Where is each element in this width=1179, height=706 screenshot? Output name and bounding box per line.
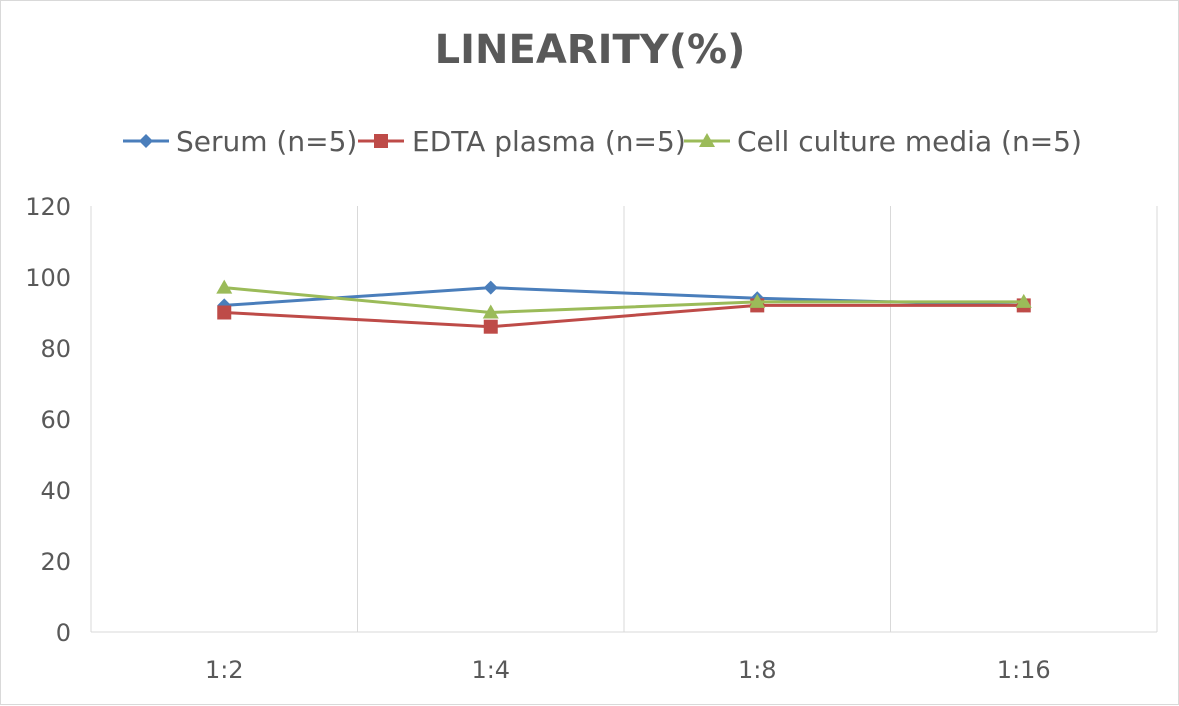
y-tick-label: 0 [56,619,71,647]
legend-marker-cell-culture-media [699,133,715,147]
y-tick-label: 120 [25,193,71,221]
data-point-edta-plasma [217,305,232,320]
data-point-cell-culture-media [749,293,766,308]
x-tick-label: 1:2 [205,656,244,684]
x-tick-label: 1:16 [997,656,1051,684]
chart-title: LINEARITY(%) [435,27,746,73]
data-point-cell-culture-media [1015,293,1032,308]
series-line-edta-plasma [224,303,1024,329]
legend-item-cell-culture-media: Cell culture media (n=5) [684,125,1082,158]
y-tick-label: 40 [40,477,71,505]
legend-label-serum: Serum (n=5) [176,125,357,158]
series [216,279,1032,334]
y-tick-label: 60 [40,406,71,434]
legend-item-serum: Serum (n=5) [123,125,357,158]
legend-label-cell-culture-media: Cell culture media (n=5) [737,125,1082,158]
gridlines [90,206,1158,632]
axes: 0 20 40 60 80 100 120 1:2 1:4 1:8 1:16 [25,193,1157,684]
x-tick-label: 1:8 [738,656,777,684]
data-point-cell-culture-media [482,304,499,319]
series-line-cell-culture-media [224,286,1024,315]
legend-item-edta-plasma: EDTA plasma (n=5) [358,125,686,158]
legend-marker-serum [139,134,153,148]
data-point-edta-plasma [483,319,498,334]
series-cell-culture-media [216,279,1032,319]
legend: Serum (n=5) EDTA plasma (n=5) Cell cultu… [123,125,1082,158]
y-tick-label: 20 [40,548,71,576]
legend-marker-edta-plasma [374,134,388,148]
x-tick-label: 1:4 [471,656,510,684]
data-point-serum [483,280,498,295]
legend-label-edta-plasma: EDTA plasma (n=5) [412,125,686,158]
data-point-cell-culture-media [216,279,233,294]
y-tick-label: 100 [25,264,71,292]
y-tick-label: 80 [40,335,71,363]
